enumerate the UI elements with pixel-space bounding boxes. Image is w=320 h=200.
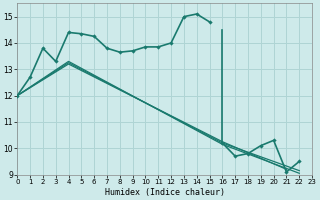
X-axis label: Humidex (Indice chaleur): Humidex (Indice chaleur) (105, 188, 225, 197)
